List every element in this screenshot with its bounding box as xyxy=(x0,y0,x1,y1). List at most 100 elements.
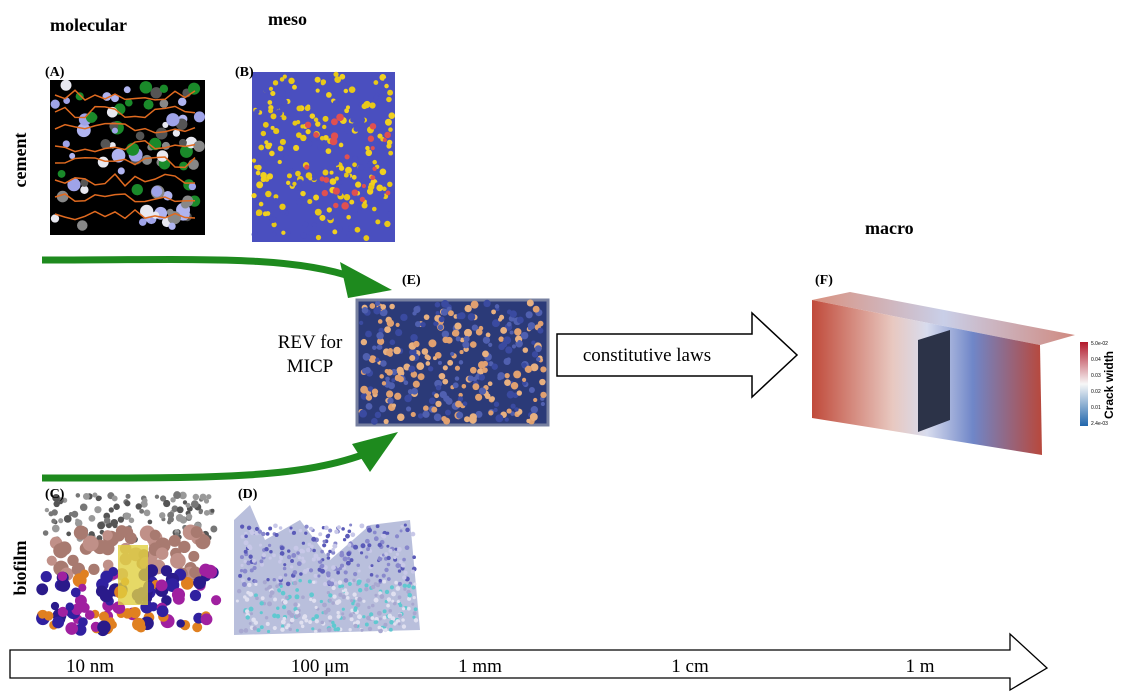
particle xyxy=(296,561,302,567)
particle xyxy=(459,337,465,343)
particle xyxy=(388,608,393,613)
particle xyxy=(308,230,316,238)
particle xyxy=(252,565,257,571)
particle xyxy=(99,589,113,603)
particle xyxy=(423,405,429,412)
particle xyxy=(58,518,64,524)
particle xyxy=(349,617,354,622)
particle xyxy=(411,602,415,606)
particle xyxy=(477,368,484,375)
particle xyxy=(278,575,283,580)
particle xyxy=(530,363,539,372)
particle xyxy=(255,164,262,171)
particle xyxy=(286,623,291,628)
particle xyxy=(180,577,194,590)
particle xyxy=(288,77,295,85)
particle xyxy=(378,628,383,634)
particle xyxy=(333,159,340,166)
particle xyxy=(360,543,366,549)
particle xyxy=(362,615,366,619)
particle xyxy=(435,400,442,408)
particle xyxy=(271,222,277,228)
particle xyxy=(203,498,210,504)
particle xyxy=(287,549,291,553)
particle xyxy=(391,378,396,383)
particle xyxy=(272,553,276,558)
particle xyxy=(248,591,254,597)
particle xyxy=(442,365,448,371)
particle xyxy=(297,555,302,560)
particle xyxy=(351,174,357,180)
chain xyxy=(54,208,196,221)
particle xyxy=(313,573,318,578)
particle xyxy=(406,583,412,589)
particle xyxy=(380,304,387,310)
particle xyxy=(441,299,449,308)
particle xyxy=(100,139,111,150)
particle xyxy=(454,322,462,330)
particle xyxy=(292,84,297,90)
particle xyxy=(402,583,408,589)
particle xyxy=(483,299,491,308)
particle xyxy=(475,410,483,418)
particle xyxy=(53,500,60,508)
particle xyxy=(369,303,376,309)
particle xyxy=(268,86,274,91)
particle xyxy=(299,620,304,625)
particle xyxy=(372,159,377,165)
particle xyxy=(375,357,380,363)
particle xyxy=(280,590,286,596)
particle xyxy=(484,393,491,400)
particle xyxy=(520,331,529,340)
particle xyxy=(372,166,377,171)
particle xyxy=(322,169,329,176)
particle xyxy=(147,519,153,525)
particle xyxy=(243,549,248,554)
particle xyxy=(440,308,449,316)
particle xyxy=(304,164,310,170)
particle xyxy=(75,518,80,523)
particle xyxy=(309,113,316,119)
particle xyxy=(307,542,312,547)
particle xyxy=(281,605,287,610)
particle xyxy=(178,540,191,554)
particle xyxy=(423,314,430,321)
particle xyxy=(291,576,297,582)
particle xyxy=(530,406,538,414)
particle xyxy=(74,594,87,607)
particle xyxy=(347,123,354,130)
particle xyxy=(312,548,316,553)
particle xyxy=(412,555,416,560)
particle xyxy=(375,582,381,588)
green-arrow xyxy=(41,256,357,282)
particle xyxy=(247,577,251,581)
particle xyxy=(420,321,426,328)
particle xyxy=(288,627,292,632)
particle xyxy=(467,313,476,321)
particle xyxy=(540,391,547,399)
particle xyxy=(259,611,263,615)
particle xyxy=(131,183,143,196)
particle xyxy=(517,340,522,345)
panel-label: (F) xyxy=(815,273,833,288)
particle xyxy=(162,191,173,201)
particle xyxy=(68,511,74,517)
particle xyxy=(389,585,395,590)
particle xyxy=(398,603,403,608)
particle xyxy=(332,543,338,549)
particle xyxy=(253,579,258,584)
particle xyxy=(159,512,166,519)
particle xyxy=(63,515,72,523)
particle xyxy=(454,365,461,371)
particle xyxy=(397,581,402,586)
particle xyxy=(273,194,279,200)
particle xyxy=(338,96,346,104)
colorbar-tick: 5.0e-02 xyxy=(1091,341,1108,347)
particle xyxy=(300,232,307,239)
particle xyxy=(330,578,335,582)
particle xyxy=(239,555,244,560)
particle xyxy=(189,589,202,602)
particle xyxy=(450,351,455,357)
particle xyxy=(159,99,169,108)
